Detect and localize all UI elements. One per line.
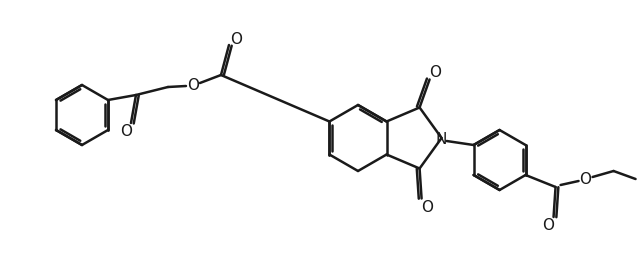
Text: O: O bbox=[580, 171, 591, 187]
Text: O: O bbox=[543, 218, 554, 234]
Text: O: O bbox=[120, 124, 132, 139]
Text: O: O bbox=[230, 32, 242, 46]
Text: O: O bbox=[187, 77, 199, 92]
Text: N: N bbox=[436, 132, 447, 147]
Text: O: O bbox=[429, 65, 442, 80]
Text: O: O bbox=[422, 200, 433, 215]
